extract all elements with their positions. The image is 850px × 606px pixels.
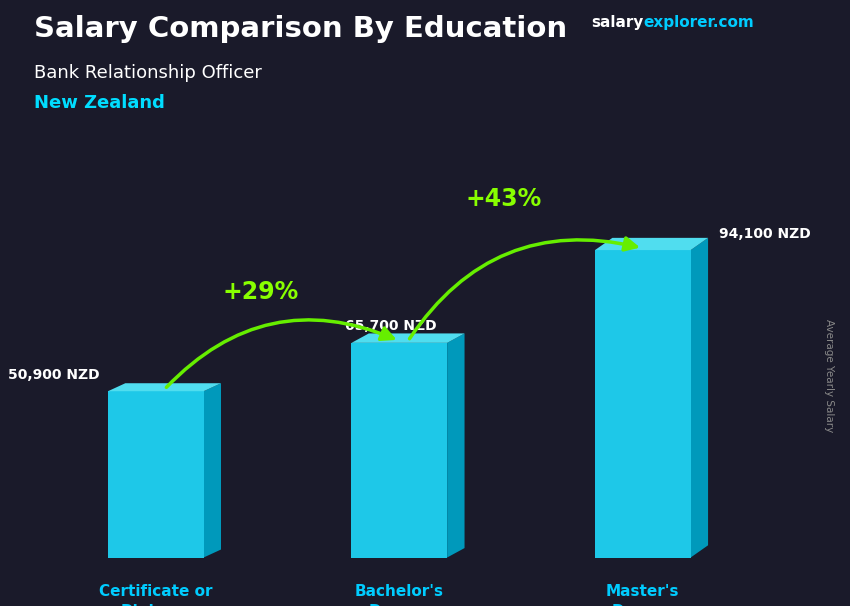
FancyBboxPatch shape — [351, 343, 447, 558]
Text: Master's
Degree: Master's Degree — [606, 584, 680, 606]
Polygon shape — [447, 333, 465, 558]
Text: 50,900 NZD: 50,900 NZD — [8, 368, 99, 382]
Text: Bachelor's
Degree: Bachelor's Degree — [354, 584, 444, 606]
Polygon shape — [204, 383, 221, 558]
Text: Average Yearly Salary: Average Yearly Salary — [824, 319, 834, 432]
Polygon shape — [108, 383, 221, 391]
Text: explorer.com: explorer.com — [643, 15, 754, 30]
FancyBboxPatch shape — [108, 391, 204, 558]
Text: 65,700 NZD: 65,700 NZD — [345, 319, 436, 333]
Text: Bank Relationship Officer: Bank Relationship Officer — [34, 64, 262, 82]
Text: Salary Comparison By Education: Salary Comparison By Education — [34, 15, 567, 43]
Polygon shape — [595, 238, 708, 250]
Polygon shape — [351, 333, 465, 343]
Text: Certificate or
Diploma: Certificate or Diploma — [99, 584, 212, 606]
Text: +43%: +43% — [466, 187, 541, 211]
Text: New Zealand: New Zealand — [34, 94, 165, 112]
FancyBboxPatch shape — [595, 250, 691, 558]
Text: salary: salary — [591, 15, 643, 30]
Text: 94,100 NZD: 94,100 NZD — [718, 227, 810, 241]
Polygon shape — [691, 238, 708, 558]
Text: +29%: +29% — [222, 280, 298, 304]
